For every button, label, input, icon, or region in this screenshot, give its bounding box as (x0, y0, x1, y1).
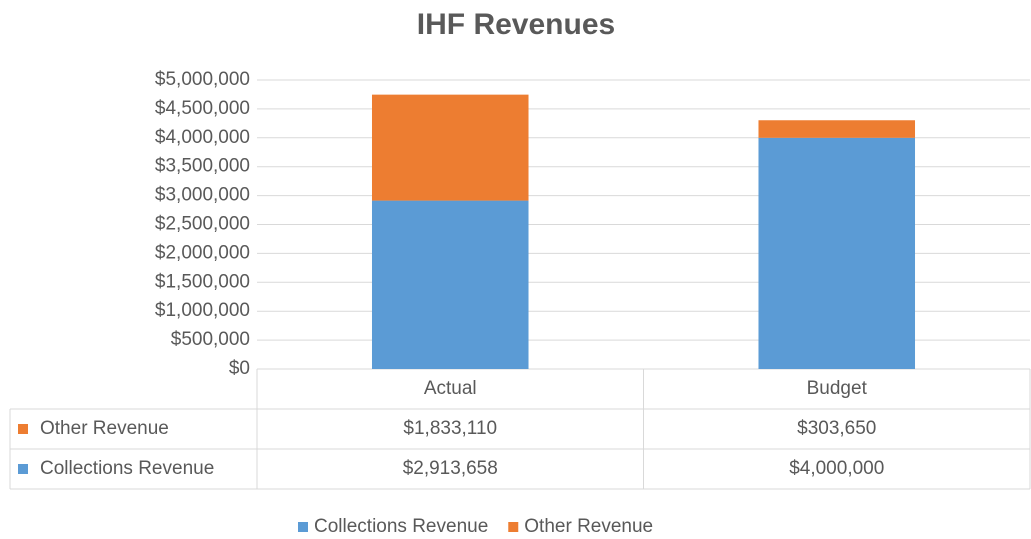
legend-key (18, 464, 28, 474)
y-tick-label: $3,000,000 (155, 185, 250, 206)
table-series-name: Collections Revenue (40, 458, 214, 479)
y-tick-label: $3,500,000 (155, 156, 250, 177)
x-tick-label: Actual (424, 378, 477, 399)
chart-title: IHF Revenues (417, 8, 615, 41)
bar-segment (371, 94, 529, 201)
table-value: $2,913,658 (403, 458, 498, 479)
bar-segment (371, 200, 529, 369)
y-tick-label: $1,000,000 (155, 300, 250, 321)
y-tick-label: $2,500,000 (155, 214, 250, 235)
y-tick-label: $2,000,000 (155, 242, 250, 263)
table-value: $1,833,110 (403, 418, 497, 439)
legend-key (508, 522, 519, 532)
y-tick-label: $4,000,000 (155, 127, 250, 148)
table-value: $4,000,000 (789, 458, 884, 479)
bar-segment (758, 137, 916, 369)
table-value: $303,650 (797, 418, 876, 439)
legend-key (18, 424, 28, 434)
legend-key (298, 522, 308, 532)
bar-segment (758, 120, 916, 138)
legend-label: Collections Revenue (314, 516, 488, 537)
table-series-name: Other Revenue (40, 418, 169, 439)
y-tick-label: $4,500,000 (155, 98, 250, 119)
x-tick-label: Budget (807, 378, 868, 399)
y-tick-label: $0 (229, 358, 250, 379)
y-tick-label: $5,000,000 (155, 69, 250, 90)
y-tick-label: $500,000 (171, 329, 250, 350)
legend-label: Other Revenue (524, 516, 653, 537)
y-tick-label: $1,500,000 (155, 271, 250, 292)
